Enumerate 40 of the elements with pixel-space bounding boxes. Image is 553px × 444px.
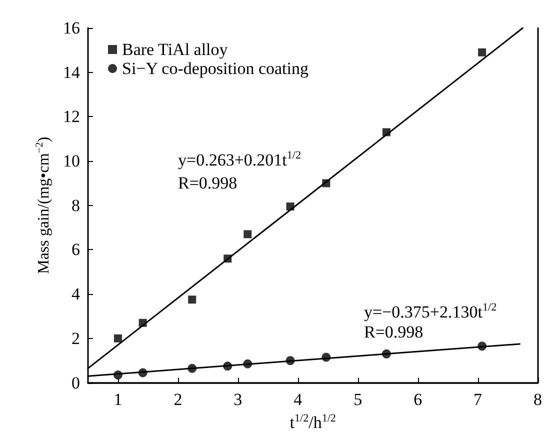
point: [224, 254, 232, 263]
point: [113, 370, 122, 380]
y-tick-label: 6: [72, 240, 80, 260]
point: [138, 318, 147, 327]
point: [114, 334, 122, 342]
legend-label: Bare TiAl alloy: [122, 40, 228, 59]
point: [188, 364, 197, 373]
y-tick-label: 14: [63, 62, 80, 82]
y-tick-label: 4: [72, 284, 80, 304]
point: [243, 359, 252, 368]
x-tick-label: 6: [414, 390, 422, 409]
point: [138, 368, 148, 378]
annotation: R=0.998: [178, 174, 238, 192]
point: [382, 349, 391, 358]
y-tick-label: 0: [72, 373, 80, 392]
annotation: R=0.998: [364, 322, 424, 342]
x-tick-label: 5: [354, 390, 362, 409]
point: [244, 230, 252, 238]
x-tick-label: 1: [114, 390, 122, 409]
point: [223, 362, 232, 371]
y-tick-label: 16: [63, 18, 80, 38]
point: [322, 352, 331, 362]
y-tick-label: 12: [63, 107, 80, 126]
y-tick-label: 2: [72, 328, 80, 348]
x-tick-label: 2: [174, 390, 182, 409]
point: [188, 296, 196, 304]
point: [286, 202, 294, 210]
point: [322, 179, 330, 188]
legend-label: Si−Y co-deposition coating: [122, 59, 309, 78]
point: [286, 356, 295, 366]
y-axis-title: Mass gain/(mg•cm−2): [34, 136, 53, 274]
x-tick-label: 3: [234, 390, 242, 409]
y-tick-label: 8: [72, 196, 80, 215]
y-tick-label: 10: [63, 152, 80, 171]
point: [382, 128, 390, 136]
x-tick-label: 7: [474, 390, 483, 409]
point: [478, 48, 486, 56]
point: [478, 342, 487, 351]
x-tick-label: 8: [534, 390, 542, 409]
x-tick-label: 4: [294, 390, 303, 409]
